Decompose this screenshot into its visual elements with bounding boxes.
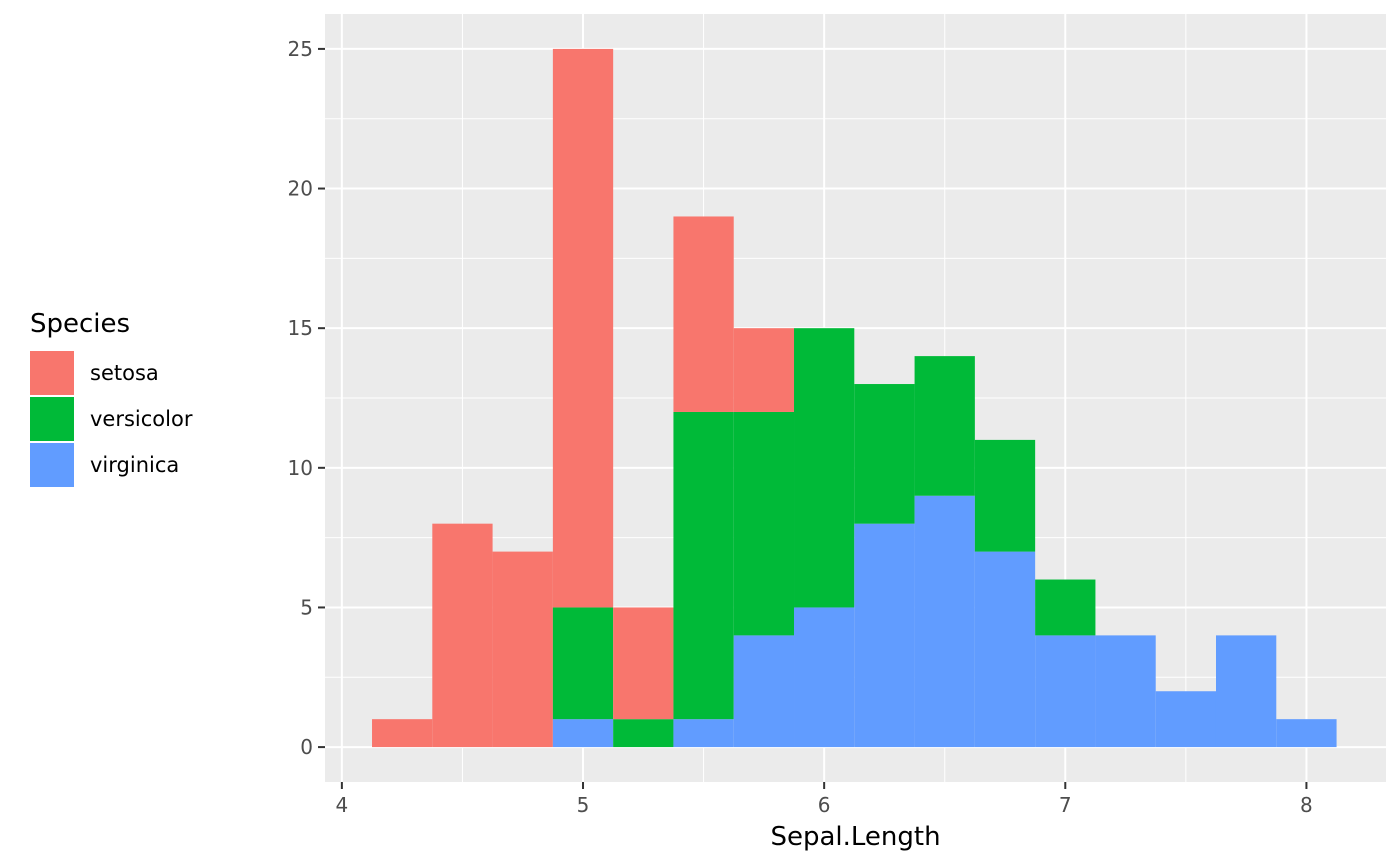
bar-setosa (432, 523, 493, 748)
legend-key-setosa (30, 351, 74, 395)
x-axis: 4 5 6 7 8 (336, 782, 1313, 817)
y-tick-label: 20 (288, 177, 313, 201)
bar-setosa (372, 719, 433, 748)
bar-virginica (733, 635, 795, 748)
bar-versicolor (974, 439, 1036, 552)
bar-versicolor (733, 411, 795, 636)
x-tick-label: 5 (577, 793, 590, 817)
bar-virginica (1095, 635, 1156, 748)
bar-setosa (492, 551, 553, 748)
bar-versicolor (613, 719, 674, 748)
legend-label-versicolor: versicolor (90, 407, 193, 431)
bar-versicolor (552, 607, 614, 720)
y-tick-label: 5 (300, 595, 313, 619)
bar-virginica (974, 551, 1036, 748)
x-axis-title: Sepal.Length (770, 822, 940, 852)
bar-virginica (1155, 691, 1216, 748)
bar-setosa (733, 328, 795, 412)
bar-setosa (552, 48, 614, 608)
histogram-bars (372, 48, 1337, 748)
bar-virginica (914, 495, 975, 748)
legend: Species setosa versicolor virginica (30, 309, 193, 487)
bar-versicolor (673, 411, 734, 720)
legend-label-setosa: setosa (90, 361, 159, 385)
bar-versicolor (1035, 579, 1096, 636)
y-axis: 0 5 10 15 20 25 (288, 37, 325, 759)
bar-setosa (613, 607, 674, 720)
bar-virginica (1035, 635, 1096, 748)
bar-virginica (1215, 635, 1277, 748)
bar-virginica (552, 719, 614, 748)
bar-setosa (673, 216, 734, 412)
y-tick-label: 0 (300, 735, 313, 759)
y-tick-label: 15 (288, 316, 313, 340)
x-tick-label: 7 (1059, 793, 1072, 817)
y-tick-label: 25 (288, 37, 313, 61)
x-tick-label: 6 (818, 793, 831, 817)
legend-label-virginica: virginica (90, 453, 179, 477)
bar-versicolor (914, 356, 975, 496)
x-tick-label: 4 (336, 793, 349, 817)
bar-versicolor (854, 384, 915, 524)
bar-virginica (854, 523, 915, 748)
bar-virginica (794, 607, 855, 748)
x-tick-label: 8 (1300, 793, 1313, 817)
bar-virginica (1276, 719, 1337, 748)
bar-versicolor (794, 328, 855, 608)
legend-title: Species (30, 309, 130, 339)
bar-virginica (673, 719, 734, 748)
y-tick-label: 10 (288, 456, 313, 480)
legend-key-versicolor (30, 397, 74, 441)
legend-key-virginica (30, 443, 74, 487)
